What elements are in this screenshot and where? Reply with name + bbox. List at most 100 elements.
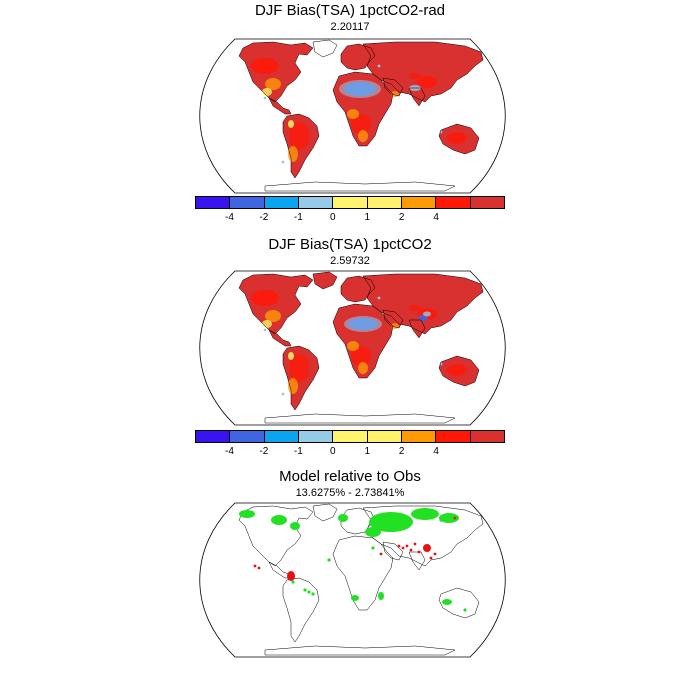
map-field-blob: [351, 346, 371, 366]
map-shape: [238, 273, 314, 335]
map-shape: [268, 329, 292, 347]
map-field-dot: [377, 296, 381, 300]
map-shape: [340, 43, 376, 71]
map-shape: [332, 303, 394, 379]
colorbar-tick-label: -1: [293, 446, 303, 457]
map-field-blob: [262, 320, 272, 328]
map-field-blob: [351, 595, 359, 601]
map-field-dot: [281, 160, 285, 164]
map-3-content: [199, 502, 506, 658]
map-shape: [312, 503, 338, 522]
map-field-blob: [251, 58, 279, 74]
map-field-dot: [281, 392, 285, 396]
colorbar-tick-label: -4: [224, 446, 234, 457]
colorbar-tick-label: 2: [398, 212, 405, 223]
colorbar-segment: [298, 197, 334, 208]
colorbar-segment: [470, 197, 504, 208]
map-field-blob: [369, 512, 413, 532]
colorbar-segment: [436, 431, 471, 442]
map-field-dot: [405, 544, 409, 548]
colorbar-segment: [367, 431, 402, 442]
map-shape: [438, 587, 480, 619]
map-shape: [238, 41, 314, 103]
panel-1-map: [199, 38, 506, 194]
map-shape: [264, 413, 456, 424]
map-shape: [383, 310, 403, 328]
colorbar-tick-label: -1: [293, 212, 303, 223]
map-shape: [340, 507, 376, 535]
map-field-blob: [289, 354, 309, 382]
panel-3-subtitle: 13.6275% - 2.73841%: [295, 487, 405, 499]
map-field-blob: [347, 109, 359, 119]
map-shape: [340, 275, 376, 303]
colorbar-tick-label: 2: [398, 446, 405, 457]
map-field-dot: [463, 608, 467, 612]
map-shape: [409, 88, 425, 106]
map-field-blob: [338, 514, 348, 522]
map-field-blob: [423, 544, 431, 552]
map-shape: [383, 78, 403, 96]
map-field-blob: [378, 592, 384, 600]
map-shape: [199, 502, 506, 658]
panel-1-title: DJF Bias(TSA) 1pctCO2-rad: [254, 2, 446, 19]
map-shape: [313, 272, 337, 289]
map-field-blob: [251, 290, 279, 306]
map-shape: [239, 42, 313, 102]
colorbar-tick-label: 4: [433, 212, 439, 223]
panel-1-subtitle: 2.20117: [330, 21, 370, 33]
map-shape: [269, 330, 291, 346]
map-shape: [313, 40, 337, 57]
colorbar-segment: [470, 431, 504, 442]
map-field-dot: [291, 580, 295, 584]
map-shape: [382, 77, 404, 97]
map-shape: [282, 345, 320, 411]
map-field-dot: [307, 590, 311, 594]
map-field-dot: [379, 552, 383, 556]
map-shape: [269, 98, 291, 114]
map-1-content: [199, 38, 506, 194]
map-field-dot: [327, 558, 331, 562]
map-field-dot: [409, 548, 413, 552]
colorbar-segment: [264, 197, 299, 208]
panel-1-colorbar: [195, 196, 505, 209]
colorbar-tick-label: -4: [224, 212, 234, 223]
map-2-content: [199, 270, 506, 426]
map-shape: [268, 97, 292, 115]
map-field-blob: [391, 91, 399, 97]
map-shape: [282, 113, 320, 179]
colorbar-segment: [333, 197, 368, 208]
map-field-blob: [351, 114, 371, 134]
map-field-blob: [288, 146, 298, 162]
panel-3-map: [199, 502, 506, 658]
panel-2-subtitle: 2.59732: [330, 255, 370, 267]
map-field-dot: [253, 564, 257, 568]
colorbar-segment: [333, 431, 368, 442]
map-shape: [238, 505, 314, 567]
map-shape: [239, 274, 313, 334]
map-field-blob: [409, 73, 421, 79]
map-field-blob: [409, 305, 421, 311]
colorbar-segment: [230, 197, 265, 208]
map-shape: [382, 541, 404, 561]
map-shape: [382, 309, 404, 329]
map-field-blob: [265, 78, 281, 90]
map-shape: [409, 320, 425, 338]
map-field-blob: [358, 130, 368, 142]
panel-1-colorbar-labels: -4 -2 -1 0 1 2 4: [195, 212, 505, 226]
map-field-blob: [262, 88, 272, 96]
map-field-blob: [391, 323, 399, 329]
map-shape: [264, 645, 456, 656]
map-field-dot: [257, 566, 261, 570]
map-shape: [341, 276, 375, 302]
map-shape: [282, 577, 320, 643]
colorbar-segment: [230, 431, 265, 442]
colorbar-segment: [264, 431, 299, 442]
map-field-dot: [417, 550, 421, 554]
map-field-blob: [347, 341, 359, 351]
map-field-blob: [288, 352, 294, 360]
map-field-blob: [344, 316, 382, 332]
map-field-dot: [433, 552, 437, 556]
colorbar-tick-label: 4: [433, 446, 439, 457]
map-field-dot: [397, 544, 401, 548]
map-shape: [438, 355, 480, 387]
